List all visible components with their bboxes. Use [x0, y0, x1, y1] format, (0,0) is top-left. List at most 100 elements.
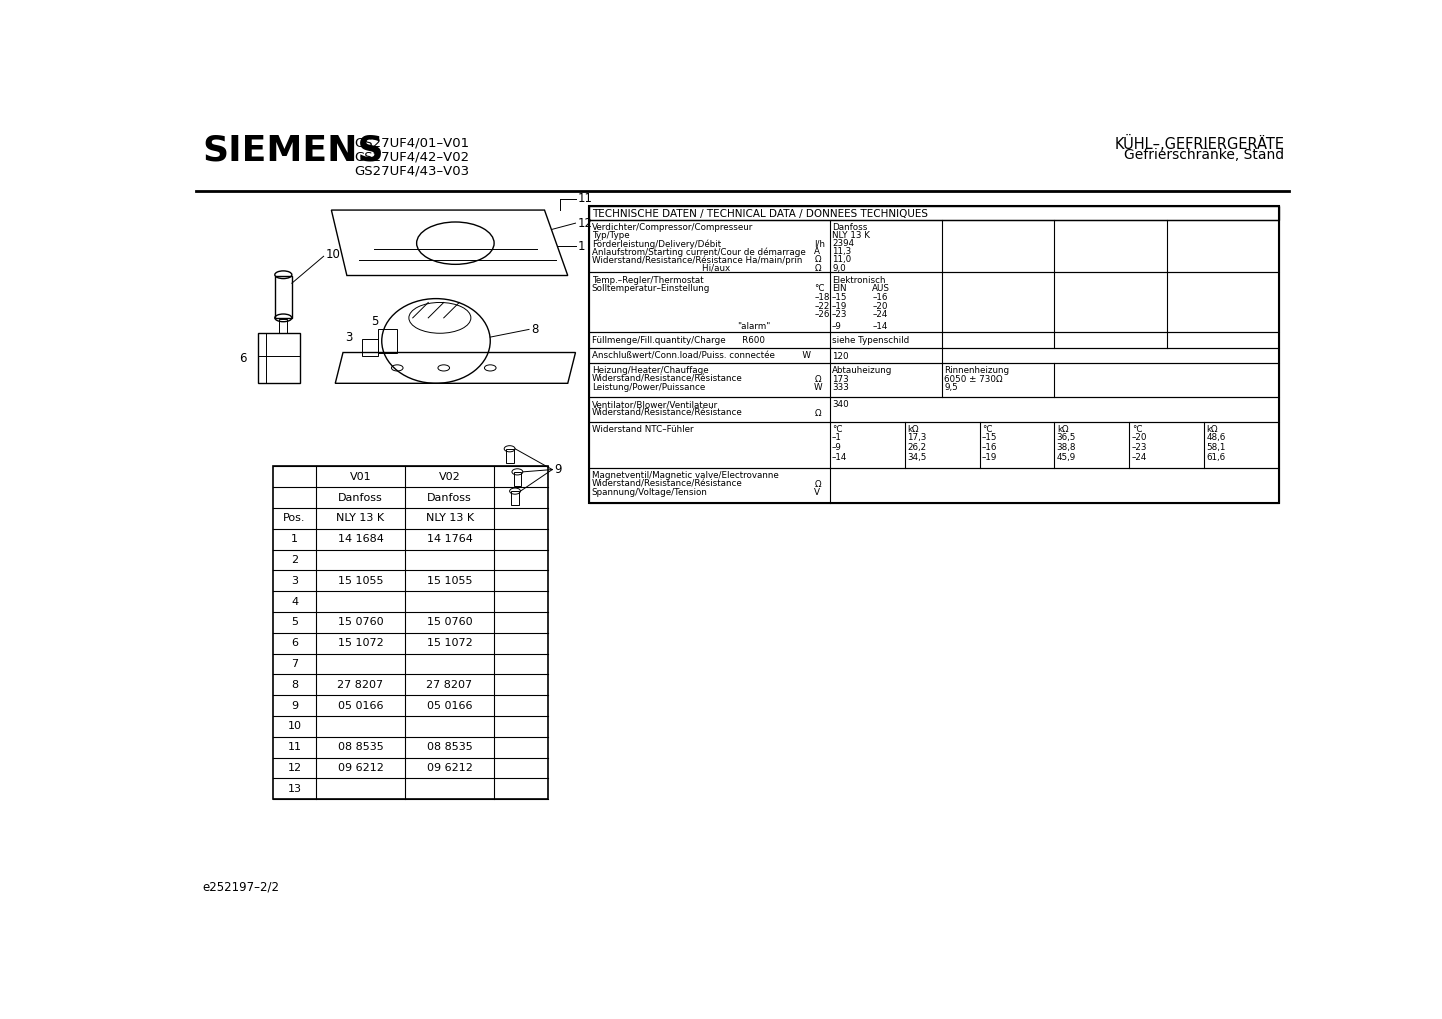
Text: 15 1072: 15 1072 — [337, 638, 384, 648]
Text: 58,1: 58,1 — [1207, 443, 1226, 452]
Text: V: V — [815, 488, 820, 497]
Text: –23: –23 — [832, 310, 848, 319]
Text: Magnetventil/Magnetic valve/Electrovanne: Magnetventil/Magnetic valve/Electrovanne — [591, 471, 779, 480]
Text: GS27UF4/43–V03: GS27UF4/43–V03 — [355, 165, 470, 177]
Text: Hi/aux: Hi/aux — [591, 264, 730, 272]
Text: Danfoss: Danfoss — [427, 492, 472, 502]
Text: –24: –24 — [1132, 453, 1146, 463]
Text: –1: –1 — [832, 433, 842, 442]
Text: 3: 3 — [291, 576, 298, 586]
Text: Widerstand NTC–Fühler: Widerstand NTC–Fühler — [591, 425, 694, 434]
Bar — [510, 491, 519, 505]
Text: Gefrierschränke, Stand: Gefrierschränke, Stand — [1125, 149, 1285, 162]
Text: 9,0: 9,0 — [832, 264, 846, 272]
Bar — [590, 364, 1279, 397]
Text: siehe Typenschild: siehe Typenschild — [832, 336, 910, 345]
Bar — [590, 220, 1279, 272]
Text: °C: °C — [832, 425, 842, 434]
Text: NLY 13 K: NLY 13 K — [832, 231, 870, 240]
Text: kΩ: kΩ — [1057, 425, 1069, 434]
Text: Rinnenheizung: Rinnenheizung — [945, 367, 1009, 375]
Text: 15 1055: 15 1055 — [337, 576, 384, 586]
Bar — [362, 339, 378, 357]
Text: 12: 12 — [287, 763, 301, 773]
Text: e252197–2/2: e252197–2/2 — [202, 880, 278, 893]
Text: GS27UF4/01–V01: GS27UF4/01–V01 — [355, 137, 470, 150]
Text: 6050 ± 730Ω: 6050 ± 730Ω — [945, 375, 1004, 384]
Text: Solltemperatur–Einstellung: Solltemperatur–Einstellung — [591, 284, 709, 293]
Text: V02: V02 — [438, 472, 460, 482]
Text: Widerstand/Resistance/Résistance: Widerstand/Resistance/Résistance — [591, 375, 743, 384]
Text: 10: 10 — [326, 249, 340, 261]
Text: 11,0: 11,0 — [832, 256, 851, 265]
Text: 27 8207: 27 8207 — [427, 680, 473, 690]
Text: –20: –20 — [872, 302, 888, 311]
Text: °C: °C — [1132, 425, 1142, 434]
Text: l/h: l/h — [815, 239, 825, 249]
Text: 340: 340 — [832, 400, 849, 410]
Text: Ventilator/Blower/Ventilateur: Ventilator/Blower/Ventilateur — [591, 400, 718, 410]
Text: 3: 3 — [345, 330, 352, 343]
Text: 11: 11 — [287, 742, 301, 752]
Text: –18: –18 — [815, 293, 829, 303]
Text: 15 0760: 15 0760 — [337, 618, 384, 628]
Text: 15 1055: 15 1055 — [427, 576, 473, 586]
Text: Danfoss: Danfoss — [337, 492, 382, 502]
Text: 120: 120 — [832, 352, 849, 361]
Text: KÜHL–,GEFRIERGERÄTE: KÜHL–,GEFRIERGERÄTE — [1115, 135, 1285, 152]
Text: Anlaufstrom/Starting current/Cour de démarrage: Anlaufstrom/Starting current/Cour de dém… — [591, 248, 806, 257]
Text: Temp.–Regler/Thermostat: Temp.–Regler/Thermostat — [591, 275, 704, 284]
Text: –16: –16 — [872, 293, 888, 303]
Text: 05 0166: 05 0166 — [427, 700, 473, 710]
Bar — [275, 275, 291, 318]
Text: Ω: Ω — [815, 264, 820, 272]
Text: Anschlußwert/Conn.load/Puiss. connectée          W: Anschlußwert/Conn.load/Puiss. connectée … — [591, 352, 810, 361]
Text: Widerstand/Resistance/Résistance: Widerstand/Resistance/Résistance — [591, 409, 743, 418]
Bar — [590, 468, 1279, 503]
Bar — [378, 329, 397, 353]
Text: kΩ: kΩ — [907, 425, 919, 434]
Text: Ω: Ω — [815, 375, 820, 384]
Text: –22: –22 — [815, 302, 829, 311]
Text: 48,6: 48,6 — [1207, 433, 1226, 442]
Text: AUS: AUS — [872, 284, 890, 293]
Text: 13: 13 — [287, 784, 301, 794]
Bar — [506, 448, 513, 463]
Text: –19: –19 — [832, 302, 848, 311]
Bar — [590, 397, 1279, 422]
Text: NLY 13 K: NLY 13 K — [336, 514, 385, 524]
Bar — [590, 272, 1279, 332]
Text: –14: –14 — [832, 453, 848, 463]
Text: TECHNISCHE DATEN / TECHNICAL DATA / DONNEES TECHNIQUES: TECHNISCHE DATEN / TECHNICAL DATA / DONN… — [593, 209, 929, 218]
Text: 36,5: 36,5 — [1057, 433, 1076, 442]
Text: 7: 7 — [291, 659, 298, 669]
Text: –24: –24 — [872, 310, 888, 319]
Text: Verdichter/Compressor/Compresseur: Verdichter/Compressor/Compresseur — [591, 223, 753, 232]
Bar — [590, 332, 1279, 347]
Text: 27 8207: 27 8207 — [337, 680, 384, 690]
Text: –20: –20 — [1132, 433, 1148, 442]
Text: –26: –26 — [815, 310, 829, 319]
Text: Förderleistung/Delivery/Débit: Förderleistung/Delivery/Débit — [591, 239, 721, 249]
Text: Danfoss: Danfoss — [832, 223, 868, 232]
Text: W: W — [815, 383, 823, 392]
Text: 45,9: 45,9 — [1057, 453, 1076, 463]
Text: 8: 8 — [531, 323, 539, 336]
Text: Ω: Ω — [815, 256, 820, 265]
Text: 14 1764: 14 1764 — [427, 534, 473, 544]
Text: °C: °C — [815, 284, 825, 293]
Text: A: A — [815, 248, 820, 257]
Text: Ω: Ω — [815, 480, 820, 488]
Text: Spannung/Voltage/Tension: Spannung/Voltage/Tension — [591, 488, 708, 497]
Text: GS27UF4/42–V02: GS27UF4/42–V02 — [355, 151, 470, 164]
Bar — [280, 319, 287, 333]
Text: "alarm": "alarm" — [737, 322, 770, 331]
Text: 08 8535: 08 8535 — [337, 742, 384, 752]
Text: 5: 5 — [371, 315, 379, 328]
Text: 9: 9 — [555, 463, 562, 476]
Text: 2: 2 — [291, 555, 298, 565]
Text: –15: –15 — [832, 293, 848, 303]
Text: 15 1072: 15 1072 — [427, 638, 473, 648]
Text: –23: –23 — [1132, 443, 1148, 452]
Text: V01: V01 — [349, 472, 371, 482]
